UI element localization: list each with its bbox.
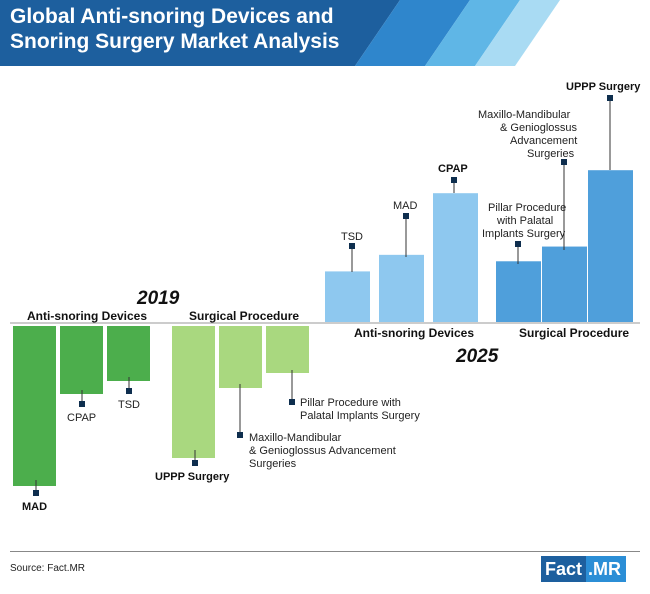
marker-2025-cpap [451, 177, 457, 183]
label-2025-mmga-3: Advancement [510, 135, 577, 147]
label-2025-uppp: UPPP Surgery [566, 81, 641, 93]
bar-2019-cpap [60, 326, 103, 394]
label-2019-pillar-2: Palatal Implants Surgery [300, 410, 420, 422]
label-markers [33, 95, 613, 496]
label-2025-mmga-4: Surgeries [527, 148, 575, 160]
marker-2025-uppp [607, 95, 613, 101]
label-2019-tsd: TSD [118, 399, 140, 411]
logo-part-mr: .MR [586, 556, 627, 582]
year-label-2019: 2019 [136, 288, 180, 309]
label-2025-mad: MAD [393, 200, 418, 212]
label-2025-tsd: TSD [341, 231, 363, 243]
marker-2025-tsd [349, 243, 355, 249]
label-2019-uppp: UPPP Surgery [155, 471, 230, 483]
label-2025-cpap: CPAP [438, 163, 468, 175]
marker-2019-pillar [289, 399, 295, 405]
bar-2019-pillar [266, 326, 309, 373]
bar-2025-tsd [325, 271, 370, 322]
marker-2025-mad [403, 213, 409, 219]
bar-2019-uppp [172, 326, 215, 458]
label-connectors [35, 98, 611, 492]
bar-2025-mmga [542, 246, 587, 322]
bar-2025-uppp [588, 170, 633, 322]
bar-2019-mad [13, 326, 56, 486]
label-2019-pillar-1: Pillar Procedure with [300, 397, 401, 409]
marker-2025-mmga [561, 159, 567, 165]
bar-2025-mad [379, 254, 424, 322]
bar-2019-tsd [107, 326, 150, 381]
title-line-1: Global Anti-snoring Devices and [10, 5, 334, 28]
marker-2025-pillar [515, 241, 521, 247]
header-dark-panel [0, 0, 400, 66]
label-2019-mmga-1: Maxillo-Mandibular [249, 432, 342, 444]
bar-2025-cpap [433, 193, 478, 322]
header-stripe-1 [355, 0, 470, 66]
title-line-2: Snoring Surgery Market Analysis [10, 30, 340, 53]
group-label-2025-surgery: Surgical Procedure [519, 326, 629, 340]
label-2019-mmga-3: Surgeries [249, 458, 297, 470]
factmr-logo: Fact .MR [541, 556, 627, 582]
label-2019-mad: MAD [22, 501, 47, 513]
marker-2019-tsd [126, 388, 132, 394]
logo-part-fact: Fact [541, 556, 587, 582]
footer-divider [10, 551, 640, 552]
marker-2019-mad [33, 490, 39, 496]
label-2025-mmga-2: & Genioglossus [500, 122, 578, 134]
label-2019-cpap: CPAP [67, 412, 96, 424]
bar-2019-mmga [219, 326, 262, 388]
label-2025-pillar-3: Implants Surgery [482, 228, 566, 240]
year-label-2025: 2025 [455, 346, 499, 367]
group-label-2019-devices: Anti-snoring Devices [27, 309, 147, 323]
group-label-2019-surgery: Surgical Procedure [189, 309, 299, 323]
header-banner: Global Anti-snoring Devices and Snoring … [0, 0, 650, 70]
label-2025-pillar-2: with Palatal [496, 215, 553, 227]
marker-2019-cpap [79, 401, 85, 407]
marker-2019-uppp [192, 460, 198, 466]
label-2019-mmga-2: & Genioglossus Advancement [249, 445, 396, 457]
header-stripe-3 [475, 0, 560, 66]
source-note: Source: Fact.MR [10, 563, 86, 574]
label-2025-mmga-1: Maxillo-Mandibular [478, 109, 571, 121]
bar-2025-pillar [496, 261, 541, 322]
group-label-2025-devices: Anti-snoring Devices [354, 326, 474, 340]
marker-2019-mmga [237, 432, 243, 438]
label-2025-pillar-1: Pillar Procedure [488, 202, 566, 214]
header-background [0, 0, 560, 66]
page-title: Global Anti-snoring Devices and Snoring … [10, 4, 340, 54]
header-stripe-2 [425, 0, 520, 66]
